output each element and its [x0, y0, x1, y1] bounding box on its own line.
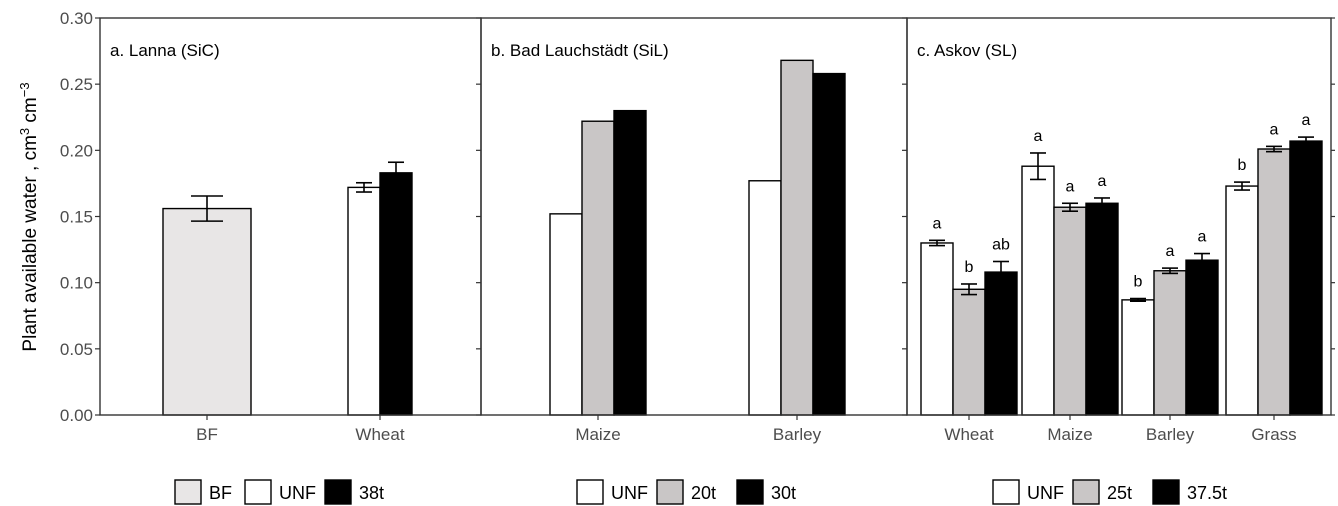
legend-swatch [244, 479, 272, 505]
significance-letter: b [1134, 274, 1143, 291]
bar-maize-unf [1021, 165, 1055, 416]
bar-wheat-25t [952, 288, 986, 416]
y-tick-label: 0.15 [60, 208, 93, 227]
legend-swatch [992, 479, 1020, 505]
legend-swatch [1152, 479, 1180, 505]
significance-letter: b [965, 259, 974, 276]
bar-bf-bf [162, 207, 252, 416]
y-tick-label: 0.05 [60, 340, 93, 359]
bar-maize-20t [581, 120, 615, 416]
bar-barley-37.5t [1185, 259, 1219, 416]
y-axis-label: Plant available water , cm3 cm−3 [17, 82, 42, 351]
bar-grass-unf [1225, 185, 1259, 416]
significance-letter: a [1034, 128, 1043, 145]
significance-letter: ab [992, 236, 1010, 253]
legend-label: UNF [279, 483, 316, 503]
legend-swatch [576, 479, 604, 505]
panel-title: c. Askov (SL) [917, 41, 1017, 60]
legend-swatch [1072, 479, 1100, 505]
bar-barley-30t [812, 72, 846, 416]
panel-title: b. Bad Lauchstädt (SiL) [491, 41, 669, 60]
significance-letter: a [1270, 121, 1279, 138]
x-tick-label: Wheat [355, 425, 404, 444]
legend-label: BF [209, 483, 232, 503]
x-tick-label: Maize [1047, 425, 1092, 444]
x-tick-label: Barley [1146, 425, 1195, 444]
significance-letter: a [933, 215, 942, 232]
legend-swatch [736, 479, 764, 505]
panel-title: a. Lanna (SiC) [110, 41, 220, 60]
y-axis-label-text: Plant available water , cm [20, 135, 41, 352]
legend-swatch [174, 479, 202, 505]
x-tick-label: Wheat [944, 425, 993, 444]
significance-letter: a [1098, 173, 1107, 190]
bar-maize-unf [549, 213, 583, 416]
bar-wheat-38t [379, 172, 413, 416]
legend-label: UNF [1027, 483, 1064, 503]
bar-grass-25t [1257, 148, 1291, 416]
panel-border [906, 17, 1332, 416]
bar-barley-25t [1153, 270, 1187, 416]
x-tick-label: Barley [773, 425, 822, 444]
legend-label: 38t [359, 483, 384, 503]
bar-wheat-37.5t [984, 271, 1018, 416]
legend-label: 20t [691, 483, 716, 503]
x-tick-label: Grass [1251, 425, 1296, 444]
y-tick-label: 0.30 [60, 9, 93, 28]
bar-wheat-unf [347, 186, 381, 416]
significance-letter: a [1302, 112, 1311, 129]
legend-label: 37.5t [1187, 483, 1227, 503]
significance-letter: b [1238, 157, 1247, 174]
significance-letter: a [1166, 243, 1175, 260]
bar-barley-unf [1121, 299, 1155, 416]
legend-label: UNF [611, 483, 648, 503]
bar-maize-25t [1053, 206, 1087, 416]
y-axis-label-unit: cm [20, 97, 41, 128]
y-tick-label: 0.25 [60, 75, 93, 94]
legend-swatch [656, 479, 684, 505]
plot-area: 0.00 0.05 0.10 0.15 0.20 0.25 0.30 a. Lanna (Si… [60, 9, 1335, 505]
y-tick-label: 0.10 [60, 274, 93, 293]
significance-letter: a [1066, 178, 1075, 195]
legend-swatch [324, 479, 352, 505]
legend-label: 25t [1107, 483, 1132, 503]
x-tick-label: BF [196, 425, 218, 444]
bar-barley-20t [780, 59, 814, 416]
y-axis-label-exp1: 3 [17, 128, 32, 135]
x-tick-label: Maize [575, 425, 620, 444]
bar-barley-unf [748, 180, 782, 416]
panel-border [99, 17, 482, 416]
significance-letter: a [1198, 229, 1207, 246]
bar-maize-30t [613, 109, 647, 416]
bar-grass-37.5t [1289, 140, 1323, 416]
y-tick-label: 0.20 [60, 141, 93, 160]
y-tick-label: 0.00 [60, 406, 93, 425]
bar-wheat-unf [920, 242, 954, 416]
legend-label: 30t [771, 483, 796, 503]
bar-maize-37.5t [1085, 202, 1119, 416]
y-axis-label-exp2: −3 [17, 82, 32, 97]
